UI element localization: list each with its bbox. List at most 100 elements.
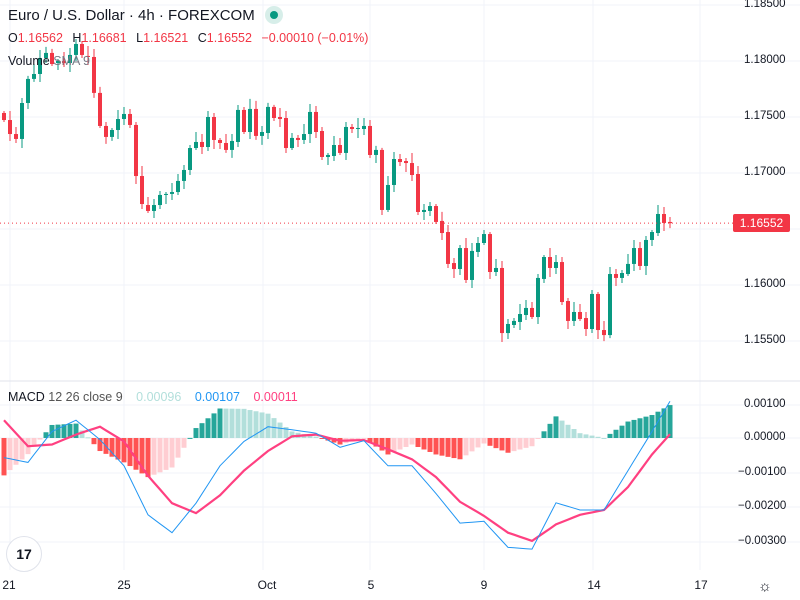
candle-body [668,221,672,224]
candle-body [356,127,360,129]
histogram-bar [355,438,361,441]
candle-body [158,194,162,206]
histogram-bar [379,438,385,451]
candle-body [434,206,438,222]
histogram-bar [661,408,667,438]
histogram-bar [307,435,313,438]
candle-body [254,108,258,136]
candle-body [242,109,246,133]
candle-body [164,193,168,195]
candle-body [122,113,126,120]
macd-axis-label: −0.00200 [738,500,787,512]
candle-body [86,55,90,57]
candle-body [458,248,462,269]
high-label: H [72,31,82,45]
candle-body [536,277,540,318]
histogram-bar [625,421,631,438]
histogram-bar [589,435,595,438]
price-axis-label: 1.18500 [744,0,786,10]
candle-body [92,56,96,93]
macd-histogram-value: 0.00096 [136,390,182,404]
price-axis-label: 1.18000 [744,54,786,66]
settings-gear-icon[interactable]: ☼ [758,578,772,595]
volume-legend[interactable]: Volume SMA 9 [8,54,90,68]
time-axis-label: 9 [480,578,488,592]
histogram-bar [133,438,139,470]
histogram-bar [469,438,475,452]
symbol-title[interactable]: Euro / U.S. Dollar · 4h · FOREXCOM [8,6,255,24]
candle-body [392,159,396,185]
time-axis-label: 5 [367,578,375,592]
macd-value: 0.00107 [194,390,240,404]
candle-body [476,243,480,252]
candle-body [620,273,624,278]
candle-body [296,137,300,140]
histogram-bar [67,423,73,438]
histogram-bar [259,412,265,438]
symbol-legend[interactable]: Euro / U.S. Dollar · 4h · FOREXCOM [8,6,283,24]
candle-body [368,125,372,155]
histogram-bar [421,438,427,450]
histogram-bar [601,438,607,439]
histogram-bar [241,408,247,438]
histogram-bar [1,438,7,476]
histogram-bar [667,405,673,438]
high-value: 1.16681 [81,31,127,45]
candle-body [362,125,366,129]
candle-body [176,180,180,193]
volume-label[interactable]: Volume [8,54,50,68]
price-axis-label: 1.16000 [744,278,786,290]
histogram-bar [565,424,571,438]
macd-line [3,401,671,550]
candle-body [512,320,516,325]
histogram-bar [97,438,103,452]
candle-body [188,148,192,170]
candle-body [440,220,444,234]
histogram-bar [13,438,19,465]
histogram-bar [19,438,25,460]
histogram-bar [163,438,169,470]
histogram-bar [121,438,127,463]
histogram-bar [463,438,469,456]
signal-value: 0.00011 [253,390,298,404]
time-axis-label: 17 [694,578,708,592]
candle-body [110,129,114,137]
candle-body [50,52,54,65]
histogram-bar [415,438,421,448]
candle-body [578,311,582,320]
histogram-bar [577,433,583,438]
candle-body [644,239,648,266]
candle-body [14,134,18,139]
candle-body [218,139,222,143]
histogram-bar [313,436,319,438]
macd-name[interactable]: MACD [8,390,45,404]
open-label: O [8,31,18,45]
candle-body [44,52,48,58]
candle-body [446,232,450,264]
histogram-bar [583,434,589,438]
market-status-icon[interactable] [264,6,283,24]
macd-histogram [1,405,673,478]
close-label: C [197,31,207,45]
macd-legend[interactable]: MACD 12 26 close 9 0.00096 0.00107 0.000… [8,390,308,404]
ohlc-legend: O1.16562 H1.16681 L1.16521 C1.16552 −0.0… [8,31,374,45]
histogram-bar [127,438,133,467]
macd-axis-label: 0.00000 [744,431,786,443]
histogram-bar [223,408,229,438]
histogram-bar [247,410,253,438]
candle-body [404,161,408,164]
price-axis-label: 1.17500 [744,110,786,122]
candle-body [152,205,156,211]
candle-body [320,131,324,157]
candle-body [278,117,282,120]
histogram-bar [91,438,97,445]
tradingview-logo[interactable]: 17 [6,536,42,572]
histogram-bar [487,438,493,446]
histogram-bar [613,429,619,438]
histogram-bar [145,438,151,478]
macd-axis-label: −0.00300 [738,535,787,547]
histogram-bar [157,438,163,473]
candle-body [146,205,150,211]
histogram-bar [457,438,463,460]
